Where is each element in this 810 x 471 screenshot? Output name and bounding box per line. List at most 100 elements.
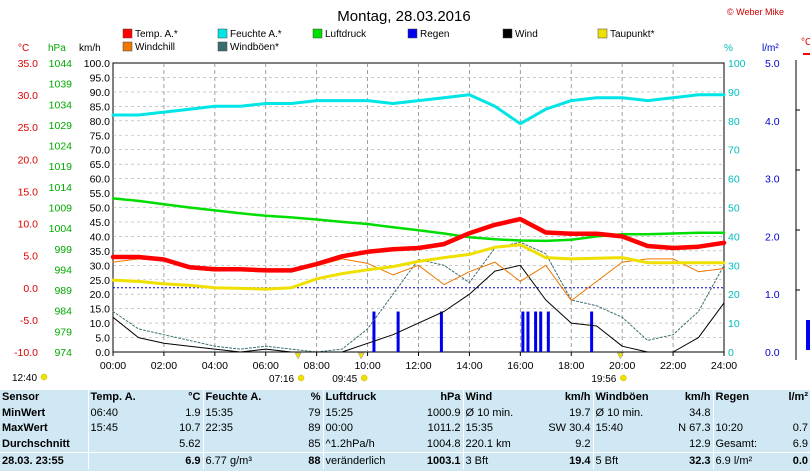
- stats-cell: 0.0: [768, 452, 810, 469]
- stats-header-humidity: Feuchte A.: [202, 390, 268, 406]
- legend-swatch: [312, 28, 323, 39]
- legend-label: Regen: [420, 29, 449, 40]
- stats-header-wind-unit: km/h: [564, 391, 591, 404]
- stats-row-max: MaxWert 15:45 10.7 22:35 89 00:00 1011.2…: [0, 421, 810, 437]
- copyright-label: © Weber Mike: [727, 7, 784, 17]
- wind-tick-label: 35.0: [90, 246, 111, 258]
- stats-header-gust-unit: km/h: [684, 391, 711, 404]
- wind-tick-label: 30.0: [90, 260, 111, 272]
- x-tick-label: 22:00: [660, 360, 686, 372]
- axis-labels: 35.0 30.0 25.0 20.0 15.0 10.0 5.0 0.0 -5.0 -10.0 1…: [14, 58, 780, 372]
- stats-cell: N 67.3: [678, 422, 711, 435]
- stats-cell: 220.1 km: [462, 436, 533, 453]
- x-tick-label: 14:00: [456, 360, 482, 372]
- stats-cell: 15:40: [592, 421, 653, 437]
- statistics-table: Sensor Temp. A. °C Feuchte A. % Luftdruc…: [0, 390, 810, 469]
- rain-axis-unit: l/m²: [762, 43, 779, 54]
- wind-axis-unit: km/h: [79, 43, 101, 54]
- stats-header-sensor: Sensor: [2, 391, 40, 404]
- humidity-series-line: [111, 93, 726, 126]
- humidity-tick-label: 50: [728, 203, 740, 215]
- marker-sun-icon: [360, 374, 368, 382]
- marker-time-label: 12:40: [12, 373, 37, 384]
- pressure-tick-label: 1004: [49, 223, 73, 235]
- stats-cell: ^1.2hPa/h: [322, 436, 393, 453]
- wind-tick-label: 95.0: [90, 72, 111, 84]
- rain-bar: [534, 311, 538, 352]
- pressure-tick-label: 1014: [49, 182, 73, 194]
- stats-cell: 1011.2: [427, 422, 461, 435]
- pressure-tick-label: 999: [54, 244, 72, 256]
- marker-triangle: [294, 352, 302, 360]
- stats-cell: 88: [268, 452, 323, 469]
- stats-cell: 3 Bft: [462, 452, 533, 469]
- chart-legend: Temp. A.* Feuchte A.* Luftdruck Regen Wind Ta…: [122, 28, 655, 53]
- wind-tick-label: 50.0: [90, 203, 111, 215]
- rain-bar: [521, 311, 525, 352]
- weather-chart: Montag, 28.03.2016 © Weber Mike Temp. A.…: [12, 7, 810, 385]
- stats-cell: 1000.9: [426, 406, 461, 419]
- temp-tick-label: 25.0: [18, 122, 39, 134]
- stats-cell: 1003.1: [393, 452, 463, 469]
- pressure-tick-label: 974: [54, 347, 72, 359]
- stats-cell: [87, 452, 148, 469]
- rain-tick-label: 4.0: [765, 116, 780, 128]
- stats-row-label: Durchschnitt: [2, 438, 70, 451]
- wind-tick-label: 60.0: [90, 174, 111, 186]
- temperature-series-line: [110, 216, 727, 273]
- legend-label: Taupunkt*: [610, 29, 655, 40]
- stats-cell: 5.62: [179, 438, 201, 451]
- stats-header-pressure-unit: hPa: [440, 391, 461, 404]
- legend-label: Luftdruck: [325, 29, 367, 40]
- stats-cell: 32.3: [653, 452, 713, 469]
- wind-tick-label: 90.0: [90, 87, 111, 99]
- wind-tick-label: 100.0: [84, 58, 110, 70]
- legend-swatch: [122, 41, 133, 52]
- stats-row-label: MinWert: [2, 406, 46, 419]
- pressure-tick-label: 1034: [49, 99, 73, 111]
- temp-axis-unit: °C: [18, 43, 29, 54]
- wind-tick-label: 0.0: [95, 347, 110, 359]
- rain-bar: [539, 311, 543, 352]
- legend-swatch: [407, 28, 418, 39]
- legend-label: Wind: [515, 29, 538, 40]
- pressure-tick-label: 1009: [49, 203, 73, 215]
- gust-series-line: [112, 241, 725, 353]
- wind-tick-label: 70.0: [90, 145, 111, 157]
- rain-bar: [546, 311, 550, 352]
- temp-tick-label: 30.0: [18, 90, 39, 102]
- stats-cell: [592, 436, 653, 453]
- pressure-tick-label: 1019: [49, 161, 73, 173]
- temp-tick-label: 35.0: [18, 58, 39, 70]
- pressure-tick-label: 989: [54, 285, 72, 297]
- stats-cell: 15:35: [202, 405, 268, 422]
- humidity-tick-label: 30: [728, 260, 740, 272]
- marker-time-label: 09:45: [332, 374, 357, 385]
- x-tick-label: 08:00: [304, 360, 330, 372]
- stats-cell: [202, 436, 268, 453]
- temp-tick-label: 15.0: [18, 186, 39, 198]
- humidity-axis-unit: %: [724, 43, 733, 54]
- stats-header-gust: Windböen: [592, 390, 653, 406]
- temp-tick-label: -10.0: [14, 347, 38, 359]
- rain-tick-label: 2.0: [765, 231, 780, 243]
- stats-header-rain-unit: l/m²: [788, 391, 808, 404]
- statistics-panel: Sensor Temp. A. °C Feuchte A. % Luftdruc…: [0, 390, 810, 471]
- marker-sun-icon: [40, 373, 48, 381]
- rain-tick-label: 0.0: [765, 347, 780, 359]
- wind-tick-label: 65.0: [90, 159, 111, 171]
- rain-bar: [396, 311, 400, 352]
- x-tick-label: 04:00: [202, 360, 228, 372]
- rain-tick-label: 3.0: [765, 174, 780, 186]
- stats-row-average: Durchschnitt 5.62 85 ^1.2hPa/h 1004.8 22…: [0, 436, 810, 453]
- pressure-tick-label: 1044: [49, 58, 73, 70]
- data-series: [110, 93, 727, 353]
- stats-cell: [768, 406, 810, 422]
- legend-label: Feuchte A.*: [230, 29, 282, 40]
- temp-tick-label: 20.0: [18, 154, 39, 166]
- marker-sun-icon: [297, 374, 305, 382]
- marker-time-label: 19:56: [591, 374, 616, 385]
- rain-bar: [590, 311, 594, 352]
- pressure-tick-label: 994: [54, 264, 72, 276]
